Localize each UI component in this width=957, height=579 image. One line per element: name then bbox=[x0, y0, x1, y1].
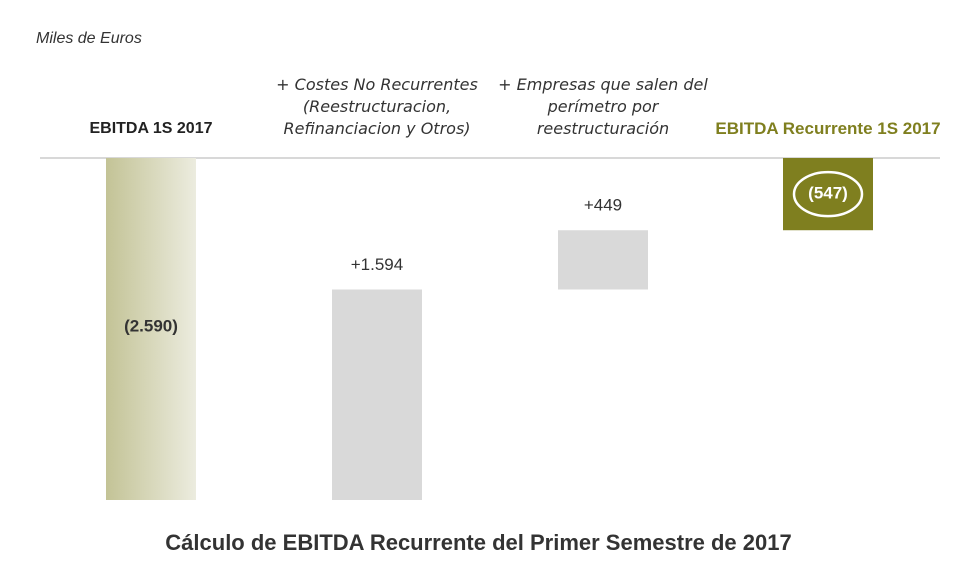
value-label: (2.590) bbox=[124, 316, 178, 335]
bar bbox=[106, 158, 196, 500]
category-label: + Costes No Recurrentes (Reestructuracio… bbox=[276, 75, 478, 138]
category-label: EBITDA 1S 2017 bbox=[89, 120, 213, 137]
unit-note: Miles de Euros bbox=[36, 30, 142, 47]
bar bbox=[332, 289, 422, 500]
chart-title: Cálculo de EBITDA Recurrente del Primer … bbox=[165, 530, 792, 555]
value-label: +1.594 bbox=[351, 255, 403, 274]
bar bbox=[783, 158, 873, 231]
bar bbox=[558, 230, 648, 290]
label-ring bbox=[792, 170, 864, 218]
value-label: (547) bbox=[808, 184, 848, 203]
category-label: + Empresas que salen del perímetro por r… bbox=[498, 75, 708, 138]
value-label: +449 bbox=[584, 196, 622, 215]
category-label: EBITDA Recurrente 1S 2017 bbox=[715, 119, 941, 138]
